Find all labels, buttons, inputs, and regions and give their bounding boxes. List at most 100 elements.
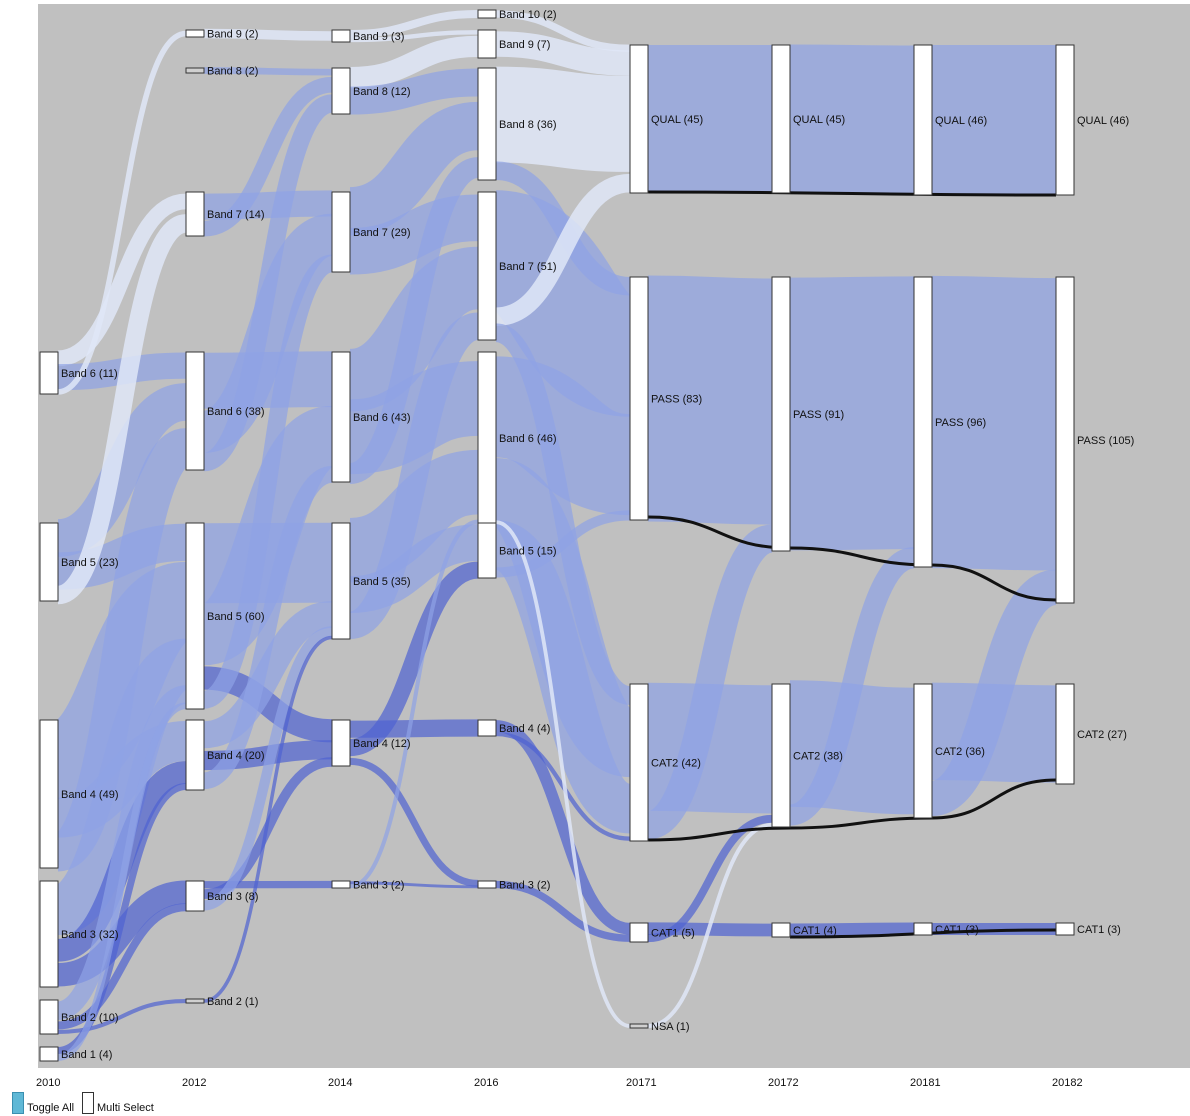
node-n2010_b4[interactable] <box>39 719 59 869</box>
flow-link[interactable] <box>787 547 917 826</box>
node-n2016_b5[interactable] <box>477 522 497 579</box>
multi-select-control[interactable]: Multi Select <box>82 1092 154 1114</box>
flow-link[interactable] <box>495 720 631 935</box>
toggle-all-label[interactable]: Toggle All <box>27 1102 75 1114</box>
flow-link[interactable] <box>348 561 480 757</box>
node-n20171_pass[interactable] <box>629 276 649 521</box>
flow-link[interactable] <box>647 822 773 1029</box>
flow-link[interactable] <box>495 173 631 327</box>
flow-link[interactable] <box>789 922 915 937</box>
node-n2012_b9[interactable] <box>185 29 205 38</box>
node-n2016_b6[interactable] <box>477 351 497 525</box>
flow-link-highlight[interactable] <box>647 190 1057 197</box>
node-n2014_b7[interactable] <box>331 191 351 273</box>
flow-link[interactable] <box>349 519 479 889</box>
node-n20182_cat1[interactable] <box>1055 922 1075 936</box>
node-n20182_pass[interactable] <box>1055 276 1075 604</box>
flow-link[interactable] <box>349 194 479 275</box>
flow-link[interactable] <box>647 275 773 525</box>
node-n20181_cat2[interactable] <box>913 683 933 819</box>
flow-link[interactable] <box>495 31 631 76</box>
flow-link[interactable] <box>202 466 334 790</box>
node-n20182_cat2[interactable] <box>1055 683 1075 785</box>
flow-link[interactable] <box>349 35 479 89</box>
flow-link[interactable] <box>203 76 333 237</box>
node-n2014_b3[interactable] <box>331 880 351 889</box>
node-n20181_cat1[interactable] <box>913 922 933 936</box>
flow-link[interactable] <box>647 814 773 943</box>
node-n2014_b6[interactable] <box>331 351 351 483</box>
flow-link[interactable] <box>57 998 187 1034</box>
flow-link[interactable] <box>349 757 479 887</box>
flow-link[interactable] <box>347 312 481 640</box>
node-n2012_b4[interactable] <box>185 719 205 791</box>
flow-link[interactable] <box>203 635 333 1003</box>
node-n2016_b4[interactable] <box>477 719 497 737</box>
flow-link[interactable] <box>203 190 333 220</box>
flow-link[interactable] <box>349 10 479 38</box>
node-n20171_nsa[interactable] <box>629 1023 649 1029</box>
node-n2014_b4[interactable] <box>331 719 351 767</box>
node-n2014_b8[interactable] <box>331 67 351 115</box>
node-n20172_cat1[interactable] <box>771 922 791 938</box>
node-n2016_b3[interactable] <box>477 880 497 889</box>
flow-link[interactable] <box>203 28 333 41</box>
flow-link[interactable] <box>645 524 775 840</box>
flow-link[interactable] <box>57 903 187 1030</box>
flow-link[interactable] <box>347 157 481 484</box>
toggle-all-control[interactable]: Toggle All <box>12 1092 74 1114</box>
node-n2012_b6[interactable] <box>185 351 205 471</box>
toggle-all-swatch[interactable] <box>12 1092 24 1114</box>
flow-link[interactable] <box>495 66 631 172</box>
flow-link[interactable] <box>57 30 187 395</box>
flow-link[interactable] <box>53 638 191 936</box>
flow-link[interactable] <box>349 719 479 738</box>
flow-link[interactable] <box>495 520 631 1028</box>
node-n2014_b5[interactable] <box>331 522 351 640</box>
node-n2010_b1[interactable] <box>39 1046 59 1062</box>
node-n2010_b2[interactable] <box>39 999 59 1035</box>
flow-link[interactable] <box>491 520 635 834</box>
flow-link[interactable] <box>789 44 915 195</box>
flow-link-highlight[interactable] <box>647 778 1057 842</box>
node-n2012_b7[interactable] <box>185 191 205 237</box>
node-n2016_b10[interactable] <box>477 9 497 19</box>
flow-link[interactable] <box>55 214 189 605</box>
node-n20181_qual[interactable] <box>913 44 933 196</box>
flow-link[interactable] <box>53 428 191 872</box>
node-n20182_qual[interactable] <box>1055 44 1075 196</box>
flow-link[interactable] <box>647 682 773 814</box>
flow-link[interactable] <box>57 702 187 1061</box>
flow-link[interactable] <box>349 30 479 43</box>
flow-link[interactable] <box>495 10 631 52</box>
node-n20172_pass[interactable] <box>771 276 791 552</box>
node-n2012_b8[interactable] <box>185 67 205 74</box>
node-n2012_b3[interactable] <box>185 880 205 912</box>
flow-link[interactable] <box>57 193 187 367</box>
node-n20181_pass[interactable] <box>913 276 933 568</box>
node-n20172_cat2[interactable] <box>771 683 791 828</box>
flow-link[interactable] <box>488 190 638 417</box>
node-n20172_qual[interactable] <box>771 44 791 194</box>
multi-select-checkbox[interactable] <box>82 1092 94 1114</box>
flow-link[interactable] <box>789 276 915 551</box>
flow-link[interactable] <box>57 880 187 987</box>
node-n2010_b6[interactable] <box>39 351 59 395</box>
flow-link[interactable] <box>349 881 479 889</box>
node-n2016_b9[interactable] <box>477 29 497 59</box>
node-n2010_b3[interactable] <box>39 880 59 988</box>
node-n2014_b9[interactable] <box>331 29 351 43</box>
node-n20171_qual[interactable] <box>629 44 649 194</box>
node-n20171_cat1[interactable] <box>629 922 649 943</box>
node-n2012_b5[interactable] <box>185 522 205 710</box>
flow-link[interactable] <box>347 101 481 236</box>
flow-link[interactable] <box>55 383 189 557</box>
multi-select-label[interactable]: Multi Select <box>97 1102 154 1114</box>
node-n2016_b7[interactable] <box>477 191 497 341</box>
flow-link[interactable] <box>495 880 631 942</box>
flow-link[interactable] <box>203 67 333 76</box>
flow-link[interactable] <box>56 685 188 1020</box>
node-n20171_cat2[interactable] <box>629 683 649 842</box>
node-n2012_b2[interactable] <box>185 998 205 1004</box>
flow-link[interactable] <box>789 680 915 815</box>
